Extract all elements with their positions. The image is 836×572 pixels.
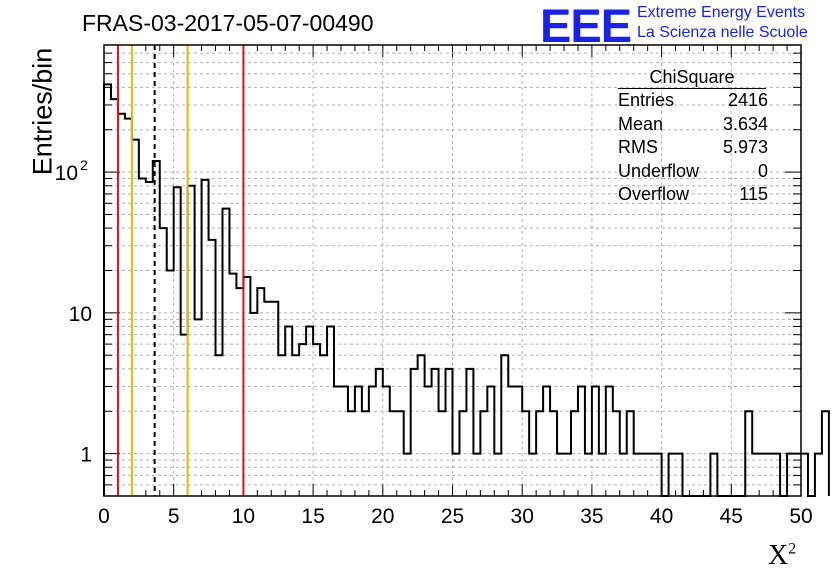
- x-tick-label: 15: [301, 505, 324, 528]
- logo-line-2: La Scienza nelle Scuole: [637, 24, 808, 41]
- stats-value: 2416: [727, 90, 768, 110]
- x-tick-label: 35: [580, 505, 603, 528]
- x-axis-label-text: X: [768, 540, 789, 571]
- eee-logo-mark: EEE: [540, 0, 632, 52]
- stats-row-mean: Mean 3.634: [610, 113, 780, 137]
- x-tick-label: 50: [789, 505, 812, 528]
- x-tick-label: 20: [371, 505, 394, 528]
- x-axis-label: X2: [768, 540, 796, 572]
- stats-value: 115: [739, 184, 768, 204]
- stats-label: Mean: [618, 113, 664, 134]
- stats-label: RMS: [618, 137, 658, 157]
- stats-box: ChiSquare Entries 2416 Mean 3.634 RMS 5.…: [610, 66, 780, 207]
- x-tick-label: 45: [720, 505, 743, 528]
- x-tick-label: 10: [232, 505, 255, 528]
- stats-label: Entries: [618, 90, 675, 110]
- stats-row-entries: Entries 2416: [610, 89, 780, 113]
- x-tick-label: 0: [98, 505, 110, 528]
- stats-row-overflow: Overflow 115: [610, 183, 780, 207]
- x-tick-label: 30: [511, 505, 534, 528]
- x-axis-label-sup: 2: [788, 540, 797, 558]
- stats-label: Overflow: [618, 184, 690, 204]
- chart-title: FRAS-03-2017-05-07-00490: [82, 10, 374, 36]
- x-tick-label: 25: [441, 505, 464, 528]
- y-tick-label: 10: [69, 303, 92, 326]
- x-tick-label: 40: [650, 505, 673, 528]
- logo-line-1: Extreme Energy Events: [637, 4, 806, 21]
- stats-row-rms: RMS 5.973: [610, 136, 780, 160]
- histogram-outline: [103, 83, 830, 497]
- stats-header: ChiSquare: [618, 66, 766, 89]
- y-axis-label: Entries/bin: [27, 47, 58, 176]
- y-tick-label-exponent: 2: [80, 157, 88, 173]
- stats-label: Underflow: [618, 160, 700, 181]
- stats-value: 0: [757, 160, 768, 181]
- plot-frame: [103, 44, 802, 497]
- y-tick-label: 1: [80, 444, 92, 467]
- x-tick-label: 5: [168, 505, 180, 528]
- y-tick-label: 10: [55, 162, 78, 185]
- stats-value: 3.634: [722, 113, 768, 134]
- stats-row-underflow: Underflow 0: [610, 160, 780, 184]
- stats-value: 5.973: [722, 137, 768, 157]
